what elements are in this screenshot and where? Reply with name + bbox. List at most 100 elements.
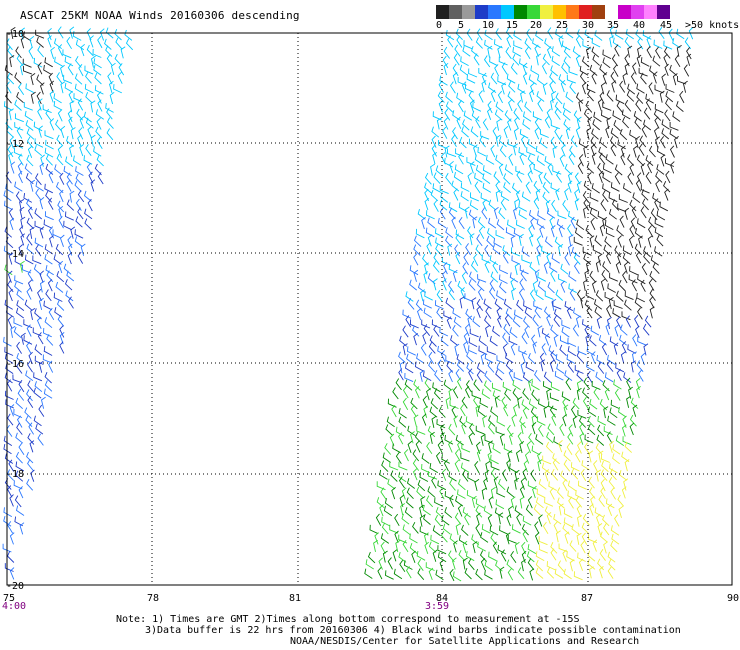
wind-barb — [618, 194, 628, 203]
wind-barb — [598, 146, 606, 158]
wind-barb — [597, 415, 607, 426]
wind-barb — [488, 82, 497, 93]
wind-barb — [475, 244, 483, 257]
wind-barb — [74, 73, 83, 85]
wind-barb — [601, 460, 609, 473]
wind-barb — [429, 431, 435, 444]
wind-barb — [407, 297, 415, 310]
wind-barb — [460, 287, 466, 300]
wind-barb — [406, 478, 415, 489]
wind-barb — [563, 56, 571, 69]
wind-barb — [431, 319, 441, 329]
lat-label: -12 — [6, 139, 24, 150]
wind-barb — [90, 134, 96, 147]
wind-barb — [525, 504, 533, 517]
wind-barb — [624, 207, 630, 220]
wind-barb — [3, 245, 13, 256]
wind-barb — [604, 372, 614, 383]
wind-barb — [432, 382, 441, 393]
wind-barb — [106, 117, 114, 129]
wind-barb — [409, 279, 417, 291]
wind-barb — [466, 157, 476, 166]
wind-speed-legend: 0 5 10 15 20 25 30 35 40 45 >50 knots — [436, 5, 739, 33]
wind-barb — [511, 255, 521, 265]
wind-barb — [465, 551, 475, 562]
wind-barb — [445, 29, 455, 41]
wind-barb — [3, 507, 13, 517]
wind-barb — [512, 46, 522, 57]
wind-barb — [455, 368, 462, 381]
wind-barb — [460, 452, 470, 462]
wind-barb — [413, 244, 421, 256]
wind-barb — [40, 396, 46, 409]
wind-barb — [609, 463, 618, 474]
wind-barb — [37, 288, 42, 302]
wind-barb — [444, 434, 454, 445]
wind-barb — [629, 266, 638, 276]
wind-barb — [445, 397, 451, 409]
wind-barb — [530, 65, 539, 76]
wind-barb — [467, 172, 472, 185]
wind-barb — [608, 192, 618, 203]
wind-barb — [423, 271, 429, 284]
wind-barb — [524, 307, 533, 319]
wind-barb — [20, 233, 26, 246]
wind-barb — [385, 424, 393, 436]
wind-barb — [4, 200, 13, 211]
wind-barb — [466, 363, 474, 375]
wind-barb — [439, 207, 446, 220]
wind-barb — [572, 324, 579, 337]
wind-barb — [484, 315, 492, 328]
wind-barb — [426, 210, 435, 220]
wind-barb — [448, 471, 457, 482]
wind-barb — [534, 44, 540, 57]
wind-barb — [636, 172, 642, 185]
wind-barb — [621, 341, 627, 354]
wind-barb — [518, 288, 525, 301]
wind-barb — [537, 281, 546, 293]
wind-barb — [517, 567, 525, 580]
wind-barb — [399, 559, 406, 573]
wind-barb — [439, 487, 445, 500]
wind-barb — [404, 372, 414, 383]
wind-barb — [509, 272, 519, 283]
wind-barb — [629, 129, 638, 140]
wind-barb — [35, 244, 42, 257]
wind-barb — [477, 406, 486, 417]
wind-barb — [580, 468, 587, 482]
wind-barb — [486, 235, 494, 248]
wind-barb — [451, 405, 457, 419]
wind-barb — [577, 514, 582, 527]
wind-barb — [429, 335, 437, 347]
wind-barb — [605, 498, 615, 509]
wind-barb — [622, 271, 628, 284]
wind-barb — [536, 74, 545, 86]
wind-barb — [574, 227, 583, 239]
wind-barb — [440, 152, 446, 165]
legend-label: 40 — [633, 20, 646, 31]
wind-barb — [568, 496, 574, 509]
wind-barb — [499, 264, 508, 275]
wind-barb — [637, 46, 643, 59]
wind-barb — [27, 459, 34, 471]
wind-barb — [50, 46, 55, 60]
wind-barb — [479, 135, 486, 148]
wind-barb — [75, 173, 83, 186]
wind-barb — [654, 218, 664, 228]
wind-barb — [597, 253, 603, 266]
wind-barb — [423, 324, 431, 336]
wind-barb — [454, 164, 464, 175]
legend-swatch — [527, 5, 540, 19]
wind-barb — [422, 332, 427, 345]
wind-barb — [468, 90, 475, 103]
legend-swatch — [540, 5, 553, 19]
wind-barb — [462, 507, 471, 518]
wind-barb — [481, 487, 487, 500]
wind-barb — [93, 58, 102, 69]
wind-barb — [15, 470, 24, 482]
wind-barb — [655, 46, 661, 59]
wind-barb — [496, 307, 501, 320]
wind-barb — [36, 74, 44, 86]
wind-barb — [420, 496, 426, 509]
wind-barb — [427, 486, 435, 498]
